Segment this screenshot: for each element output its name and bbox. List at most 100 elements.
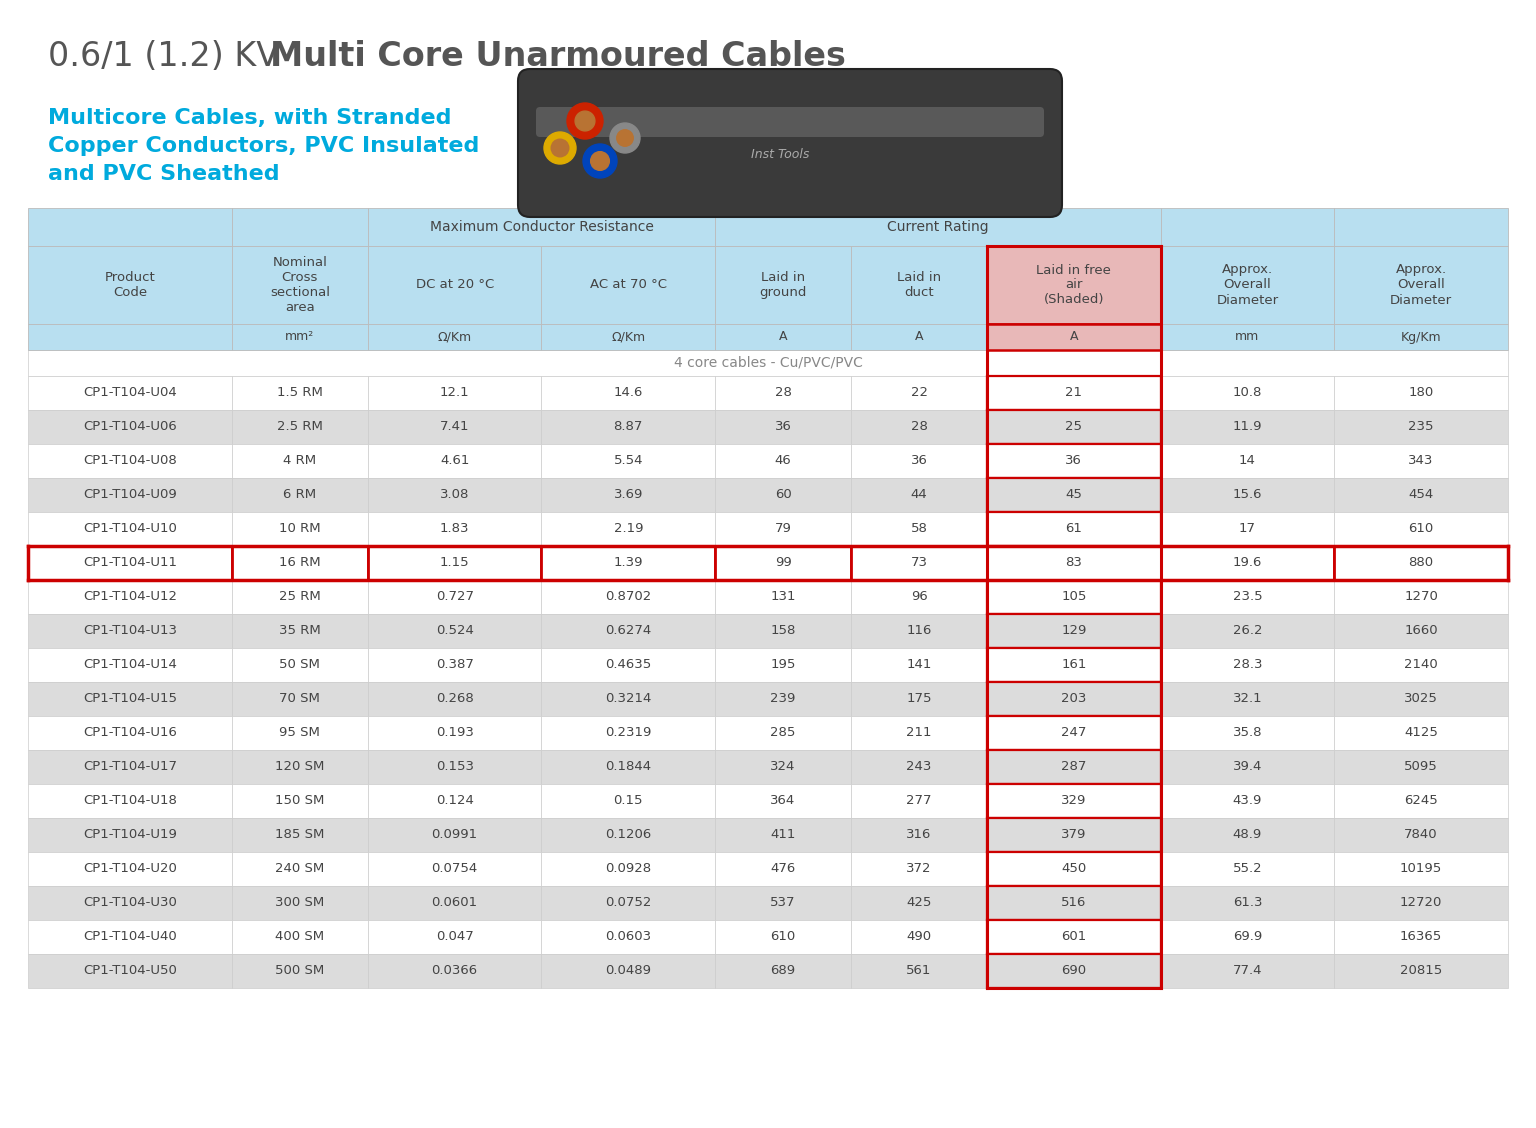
Text: A: A (779, 331, 788, 344)
Text: 285: 285 (771, 726, 796, 740)
Bar (988, 580, 1161, 614)
Bar (988, 324, 1161, 350)
Bar (28, 954, 232, 988)
Bar (1161, 409, 1335, 444)
Circle shape (610, 123, 641, 153)
Text: 490: 490 (906, 931, 931, 943)
Bar (28, 682, 232, 716)
Text: 46: 46 (774, 455, 791, 467)
Text: 131: 131 (771, 590, 796, 603)
Bar (1335, 546, 1508, 580)
Bar (988, 818, 1161, 852)
Bar (28, 409, 232, 444)
Bar (367, 208, 716, 246)
Text: 20815: 20815 (1399, 964, 1442, 978)
Text: 880: 880 (1409, 556, 1433, 570)
Bar (988, 246, 1161, 324)
Bar (542, 478, 716, 512)
Text: 324: 324 (771, 760, 796, 774)
Circle shape (574, 111, 594, 131)
Bar (851, 376, 988, 409)
Bar (367, 512, 542, 546)
Bar (542, 682, 716, 716)
Text: 28: 28 (774, 387, 791, 399)
Text: 61.3: 61.3 (1233, 897, 1263, 909)
Text: 150 SM: 150 SM (275, 794, 324, 808)
Text: 247: 247 (1061, 726, 1086, 740)
Bar (542, 716, 716, 750)
Text: 50 SM: 50 SM (280, 659, 321, 671)
Bar (28, 546, 232, 580)
Text: 243: 243 (906, 760, 932, 774)
Text: 28: 28 (911, 421, 928, 433)
Bar (232, 784, 367, 818)
Text: 537: 537 (771, 897, 796, 909)
Text: 0.2319: 0.2319 (605, 726, 651, 740)
Text: and PVC Sheathed: and PVC Sheathed (48, 164, 280, 184)
Text: 1270: 1270 (1404, 590, 1438, 603)
Text: 22: 22 (911, 387, 928, 399)
Text: 99: 99 (774, 556, 791, 570)
Text: 19.6: 19.6 (1233, 556, 1263, 570)
Bar (232, 478, 367, 512)
Bar (1161, 580, 1335, 614)
Bar (988, 784, 1161, 818)
Text: 0.0991: 0.0991 (432, 828, 478, 841)
Bar (232, 818, 367, 852)
Text: 0.387: 0.387 (436, 659, 473, 671)
Bar (232, 580, 367, 614)
Bar (1161, 647, 1335, 682)
Bar (1161, 376, 1335, 409)
Bar (716, 750, 851, 784)
Bar (232, 409, 367, 444)
Bar (367, 818, 542, 852)
Bar (367, 784, 542, 818)
Bar (542, 614, 716, 647)
Bar (28, 512, 232, 546)
Bar (232, 885, 367, 920)
Text: CP1-T104-U15: CP1-T104-U15 (83, 693, 177, 705)
Bar (28, 818, 232, 852)
Text: 8.87: 8.87 (613, 421, 644, 433)
Bar (851, 324, 988, 350)
Bar (716, 920, 851, 954)
Text: 26.2: 26.2 (1233, 625, 1263, 637)
Bar (367, 885, 542, 920)
Bar (28, 852, 232, 885)
Circle shape (551, 139, 568, 157)
Text: Inst Tools: Inst Tools (751, 149, 809, 161)
Text: DC at 20 °C: DC at 20 °C (416, 279, 493, 291)
Bar (1161, 885, 1335, 920)
Text: 16365: 16365 (1399, 931, 1442, 943)
Text: CP1-T104-U14: CP1-T104-U14 (83, 659, 177, 671)
Text: 0.0601: 0.0601 (432, 897, 478, 909)
Text: 5095: 5095 (1404, 760, 1438, 774)
Text: 48.9: 48.9 (1233, 828, 1263, 841)
Bar (1161, 954, 1335, 988)
Bar (1335, 409, 1508, 444)
Bar (367, 246, 542, 324)
Text: 689: 689 (771, 964, 796, 978)
Bar (1335, 682, 1508, 716)
Bar (716, 614, 851, 647)
Bar (367, 920, 542, 954)
Bar (988, 920, 1161, 954)
Text: 25: 25 (1066, 421, 1083, 433)
Text: CP1-T104-U19: CP1-T104-U19 (83, 828, 177, 841)
Text: 0.0752: 0.0752 (605, 897, 651, 909)
Bar (542, 246, 716, 324)
Bar (542, 647, 716, 682)
Bar (851, 546, 988, 580)
Text: 16 RM: 16 RM (280, 556, 321, 570)
Bar (1161, 852, 1335, 885)
Bar (716, 580, 851, 614)
Text: mm²: mm² (286, 331, 315, 344)
Text: 0.047: 0.047 (436, 931, 473, 943)
Text: 83: 83 (1066, 556, 1083, 570)
Bar (1335, 208, 1508, 246)
Bar (988, 409, 1161, 444)
Text: 4 core cables - Cu/PVC/PVC: 4 core cables - Cu/PVC/PVC (674, 356, 862, 370)
Text: 0.727: 0.727 (436, 590, 473, 603)
Text: A: A (1069, 331, 1078, 344)
Text: 95 SM: 95 SM (280, 726, 321, 740)
